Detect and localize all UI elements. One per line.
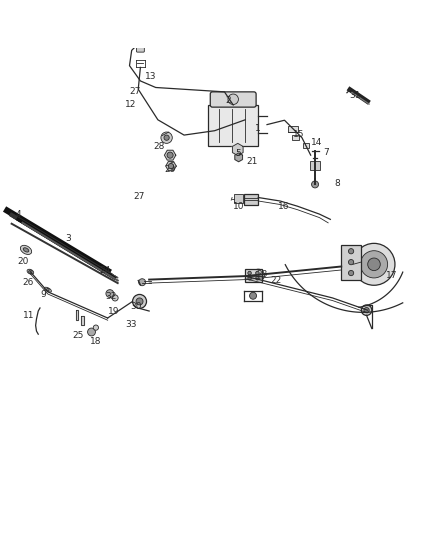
Circle shape — [161, 132, 172, 143]
Text: 4: 4 — [15, 211, 21, 220]
Circle shape — [88, 328, 95, 336]
Circle shape — [112, 295, 118, 301]
Polygon shape — [81, 316, 84, 326]
Ellipse shape — [23, 248, 29, 252]
Circle shape — [167, 152, 173, 158]
Circle shape — [93, 325, 99, 330]
Circle shape — [364, 308, 369, 313]
Text: 31: 31 — [350, 91, 361, 100]
Circle shape — [368, 258, 380, 271]
Text: 21: 21 — [246, 157, 258, 166]
Text: 32: 32 — [105, 292, 117, 301]
Polygon shape — [166, 161, 176, 171]
Polygon shape — [233, 143, 243, 156]
Text: 14: 14 — [311, 138, 322, 147]
FancyBboxPatch shape — [208, 105, 258, 147]
Circle shape — [360, 251, 388, 278]
Circle shape — [133, 294, 147, 309]
Text: 10: 10 — [233, 202, 244, 211]
Circle shape — [256, 277, 259, 280]
FancyBboxPatch shape — [288, 126, 297, 132]
Circle shape — [28, 270, 32, 273]
Text: 25: 25 — [72, 331, 84, 340]
FancyBboxPatch shape — [341, 245, 361, 280]
Text: 20: 20 — [18, 257, 29, 266]
Text: 23: 23 — [256, 270, 268, 279]
Text: 19: 19 — [108, 306, 119, 316]
Circle shape — [46, 288, 49, 291]
Polygon shape — [76, 310, 78, 320]
Text: 7: 7 — [323, 148, 329, 157]
Text: 13: 13 — [145, 72, 156, 81]
Text: 1: 1 — [255, 125, 261, 133]
Circle shape — [136, 298, 143, 305]
Text: 17: 17 — [386, 271, 398, 280]
Circle shape — [248, 277, 251, 280]
Text: 12: 12 — [125, 100, 136, 109]
Circle shape — [349, 260, 354, 265]
Circle shape — [361, 305, 372, 316]
Circle shape — [228, 94, 238, 104]
Polygon shape — [164, 150, 176, 160]
Text: 16: 16 — [278, 202, 290, 211]
FancyBboxPatch shape — [292, 135, 299, 140]
Text: 6: 6 — [168, 161, 174, 171]
FancyBboxPatch shape — [310, 161, 320, 171]
FancyBboxPatch shape — [210, 92, 256, 107]
Text: 27: 27 — [134, 192, 145, 201]
FancyBboxPatch shape — [137, 46, 145, 52]
Circle shape — [349, 248, 354, 254]
Text: 9: 9 — [41, 290, 46, 300]
Circle shape — [353, 244, 395, 285]
Text: 29: 29 — [164, 165, 176, 174]
Text: 8: 8 — [334, 179, 340, 188]
FancyBboxPatch shape — [245, 269, 262, 282]
Text: 26: 26 — [22, 278, 33, 287]
Circle shape — [139, 279, 146, 286]
Text: 30: 30 — [130, 302, 142, 311]
Circle shape — [164, 135, 169, 140]
FancyBboxPatch shape — [234, 195, 243, 203]
FancyBboxPatch shape — [244, 195, 258, 205]
Circle shape — [256, 271, 259, 275]
Circle shape — [311, 181, 318, 188]
Text: 33: 33 — [125, 320, 137, 329]
Text: 22: 22 — [270, 276, 281, 285]
Circle shape — [106, 289, 114, 297]
Circle shape — [138, 28, 143, 32]
Text: 28: 28 — [153, 142, 164, 151]
Circle shape — [252, 269, 265, 281]
Circle shape — [255, 272, 261, 278]
Circle shape — [250, 292, 257, 299]
Circle shape — [248, 271, 251, 275]
Ellipse shape — [44, 287, 51, 292]
Circle shape — [349, 270, 354, 276]
Text: 2: 2 — [225, 96, 230, 105]
Text: 3: 3 — [66, 233, 71, 243]
Ellipse shape — [21, 245, 32, 254]
Circle shape — [168, 164, 173, 169]
Text: 5: 5 — [236, 149, 241, 158]
FancyBboxPatch shape — [303, 142, 309, 148]
FancyBboxPatch shape — [136, 34, 145, 41]
Ellipse shape — [27, 269, 34, 274]
Text: 15: 15 — [293, 130, 304, 139]
Text: 18: 18 — [90, 337, 102, 346]
Text: 11: 11 — [23, 311, 35, 320]
Text: 27: 27 — [130, 87, 141, 96]
Polygon shape — [235, 153, 242, 161]
Text: 24: 24 — [100, 266, 111, 276]
